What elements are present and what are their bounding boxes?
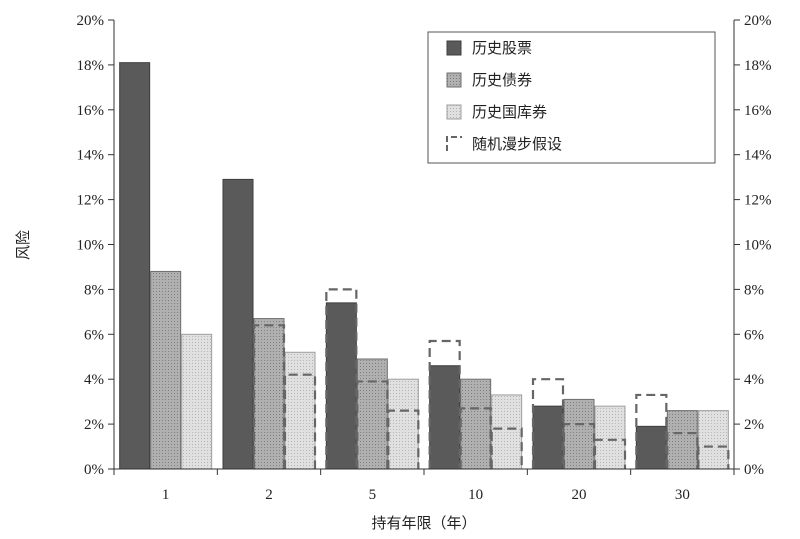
legend-swatch-stocks	[446, 40, 462, 56]
y-tick-label-right: 12%	[744, 193, 772, 209]
x-tick-label-1: 1	[162, 487, 170, 503]
bar-bonds-5	[356, 358, 388, 470]
legend-label-random-walk: 随机漫步假设	[472, 135, 562, 153]
random-walk-mark-stocks-5	[325, 288, 358, 469]
bar-bills-10	[491, 394, 523, 470]
random-walk-mark-stocks-10	[428, 339, 461, 469]
y-tick-label-left: 10%	[77, 238, 105, 254]
y-axis-title: 风险	[14, 230, 32, 260]
legend-swatch-bonds	[446, 72, 462, 88]
y-tick-label-left: 14%	[77, 148, 105, 164]
bar-stocks-30	[635, 425, 667, 470]
bar-stocks-2	[222, 178, 254, 470]
x-tick-label-30: 30	[675, 487, 690, 503]
bar-stocks-5	[325, 302, 357, 470]
y-tick-label-right: 6%	[744, 327, 764, 343]
bar-stocks-10	[429, 365, 461, 470]
y-tick-label-left: 18%	[77, 58, 105, 74]
random-walk-mark-bills-2	[283, 373, 317, 469]
random-walk-mark-bonds-20	[562, 423, 596, 469]
y-tick-label-left: 0%	[84, 462, 104, 478]
x-tick-label-20: 20	[572, 487, 587, 503]
bar-bills-30	[697, 410, 729, 470]
y-tick-label-right: 16%	[744, 103, 772, 119]
bar-stocks-1	[119, 62, 151, 470]
y-tick-label-right: 14%	[744, 148, 772, 164]
x-axis-title: 持有年限（年）	[371, 514, 476, 532]
random-walk-mark-bills-10	[490, 427, 523, 469]
ticks-layer: 0% 0% 2% 2% 4% 4% 6% 6% 8% 8% 10% 10% 12% 12% 14% 14% 16…	[77, 13, 772, 503]
y-tick-label-right: 18%	[744, 58, 772, 74]
y-tick-label-left: 20%	[77, 13, 105, 29]
y-tick-label-right: 20%	[744, 13, 772, 29]
bar-bonds-30	[666, 410, 698, 470]
y-tick-label-right: 2%	[744, 417, 764, 433]
x-tick-label-2: 2	[265, 487, 273, 503]
legend-swatch-bills	[446, 104, 462, 120]
legend-box	[427, 31, 716, 164]
bar-stocks-20	[532, 405, 564, 470]
y-tick-label-right: 4%	[744, 372, 764, 388]
x-tick-label-10: 10	[468, 487, 483, 503]
random-walk-mark-bills-20	[593, 438, 627, 469]
bar-bills-20	[594, 405, 626, 470]
bars-layer	[119, 62, 729, 470]
y-tick-label-left: 6%	[84, 327, 104, 343]
legend-swatch-random-walk	[446, 136, 462, 151]
random-walk-mark-stocks-30	[635, 393, 668, 469]
bar-bills-1	[181, 333, 213, 470]
bar-bills-2	[284, 351, 316, 470]
bar-bonds-2	[253, 318, 285, 470]
y-tick-label-left: 2%	[84, 417, 104, 433]
x-tick-label-5: 5	[369, 487, 377, 503]
bar-bonds-1	[150, 270, 182, 470]
bar-bonds-20	[563, 398, 595, 470]
y-tick-label-right: 8%	[744, 282, 764, 298]
y-tick-label-left: 16%	[77, 103, 105, 119]
random-walk-mark-stocks-20	[531, 378, 565, 469]
random-walk-mark-bonds-30	[666, 431, 699, 469]
bar-bills-5	[387, 378, 419, 470]
y-tick-label-right: 10%	[744, 238, 772, 254]
y-tick-label-left: 8%	[84, 282, 104, 298]
random-walk-mark-bills-5	[387, 409, 420, 469]
y-tick-label-right: 0%	[744, 462, 764, 478]
legend-label-bills: 历史国库券	[472, 103, 547, 121]
y-tick-label-left: 12%	[77, 193, 105, 209]
bar-bonds-10	[460, 378, 492, 470]
legend-label-bonds: 历史债券	[472, 71, 532, 89]
legend-label-stocks: 历史股票	[472, 39, 532, 57]
y-tick-label-left: 4%	[84, 372, 104, 388]
random-walk-layer	[252, 288, 730, 469]
random-walk-mark-bills-30	[697, 445, 730, 469]
